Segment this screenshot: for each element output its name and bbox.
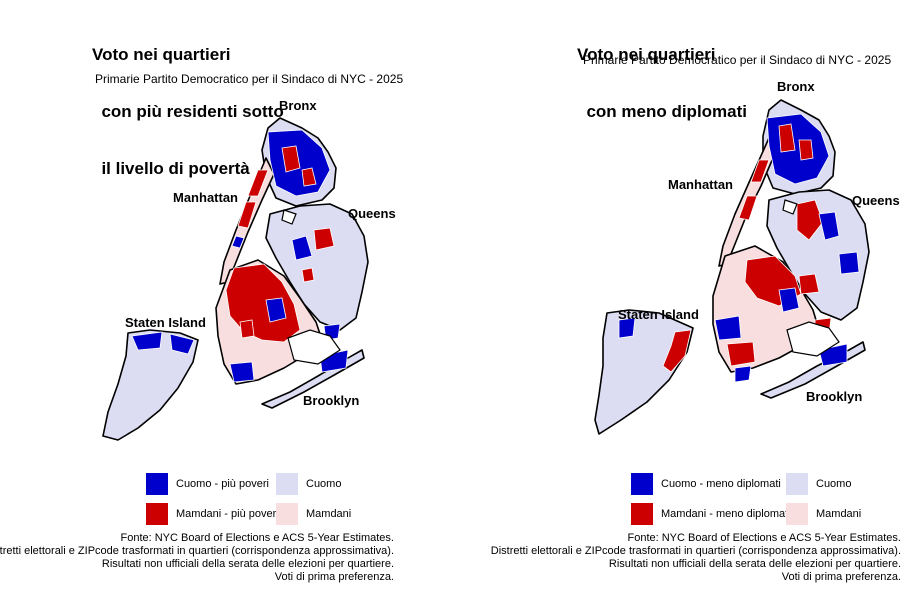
source-line: Voti di prima preferenza. bbox=[274, 571, 394, 583]
legend-label: Cuomo bbox=[816, 478, 852, 490]
swatch-mamdani-strong bbox=[631, 503, 653, 525]
legend-cuomo-strong: Cuomo - meno diplomati bbox=[631, 473, 781, 495]
title-line-1: Voto nei quartieri bbox=[577, 45, 716, 64]
poverty-map-panel: Voto nei quartieri con più residenti sot… bbox=[0, 0, 440, 600]
water-islands bbox=[782, 199, 840, 357]
label-brooklyn: Brooklyn bbox=[806, 389, 863, 404]
source-line: Voti di prima preferenza. bbox=[781, 571, 901, 583]
title-line-3: il livello di povertà bbox=[92, 159, 250, 178]
legend-label: Cuomo - più poveri bbox=[176, 478, 269, 490]
label-manhattan: Manhattan bbox=[173, 190, 238, 205]
swatch-cuomo-strong bbox=[146, 473, 168, 495]
source-line: Risultati non ufficiali della serata del… bbox=[608, 558, 901, 570]
legend-cuomo-strong: Cuomo - più poveri bbox=[146, 473, 269, 495]
label-bronx: Bronx bbox=[279, 98, 317, 113]
legend-label: Mamdani bbox=[306, 508, 352, 520]
highlighted-neighborhoods bbox=[618, 113, 860, 383]
legend-label: Mamdani bbox=[816, 508, 862, 520]
source-line: Fonte: NYC Board of Elections e ACS 5-Ye… bbox=[627, 532, 901, 544]
staten-island-shape bbox=[594, 309, 694, 435]
legend-cuomo-light: Cuomo bbox=[786, 473, 851, 495]
source-note: Fonte: NYC Board of Elections e ACS 5-Ye… bbox=[0, 532, 394, 584]
legend-label: Cuomo bbox=[306, 478, 342, 490]
title-line-1: Voto nei quartieri bbox=[92, 45, 231, 64]
source-line: Risultati non ufficiali della serata del… bbox=[101, 558, 394, 570]
title-line-2: con più residenti sotto bbox=[92, 102, 284, 121]
source-line: Fonte: NYC Board of Elections e ACS 5-Ye… bbox=[120, 532, 394, 544]
legend-label: Mamdani - più poveri bbox=[176, 508, 279, 520]
source-line: Distretti elettorali e ZIPcode trasforma… bbox=[490, 545, 901, 557]
legend-mamdani-light: Mamdani bbox=[276, 503, 351, 525]
legend-label: Mamdani - meno diplomati bbox=[661, 508, 791, 520]
swatch-mamdani-strong bbox=[146, 503, 168, 525]
swatch-cuomo-light bbox=[786, 473, 808, 495]
swatch-cuomo-light bbox=[276, 473, 298, 495]
water-islands bbox=[281, 209, 341, 365]
label-bronx: Bronx bbox=[777, 79, 815, 94]
education-map-panel: Voto nei quartieri con meno diplomati Pr… bbox=[479, 0, 919, 600]
swatch-cuomo-strong bbox=[631, 473, 653, 495]
map-title: Voto nei quartieri con più residenti sot… bbox=[92, 7, 284, 216]
source-line: Distretti elettorali e ZIPcode trasforma… bbox=[0, 545, 394, 557]
label-brooklyn: Brooklyn bbox=[303, 393, 360, 408]
legend-cuomo-light: Cuomo bbox=[276, 473, 341, 495]
swatch-mamdani-light bbox=[786, 503, 808, 525]
queens-shape bbox=[766, 189, 870, 321]
source-note: Fonte: NYC Board of Elections e ACS 5-Ye… bbox=[491, 532, 901, 584]
legend-label: Cuomo - meno diplomati bbox=[661, 478, 781, 490]
nyc-choropleth-map bbox=[102, 117, 369, 441]
label-staten-island: Staten Island bbox=[618, 307, 699, 322]
legend-mamdani-light: Mamdani bbox=[786, 503, 861, 525]
map-subtitle: Primarie Partito Democratico per il Sind… bbox=[583, 53, 892, 67]
label-manhattan: Manhattan bbox=[668, 177, 733, 192]
label-queens: Queens bbox=[348, 206, 396, 221]
map-subtitle: Primarie Partito Democratico per il Sind… bbox=[95, 72, 404, 86]
highlighted-neighborhoods bbox=[131, 129, 349, 383]
label-queens: Queens bbox=[852, 193, 900, 208]
legend-mamdani-strong: Mamdani - meno diplomati bbox=[631, 503, 791, 525]
map-title: Voto nei quartieri con meno diplomati bbox=[577, 7, 747, 159]
staten-island-shape bbox=[102, 329, 199, 441]
swatch-mamdani-light bbox=[276, 503, 298, 525]
title-line-2: con meno diplomati bbox=[577, 102, 748, 121]
queens-shape bbox=[265, 203, 369, 331]
legend-mamdani-strong: Mamdani - più poveri bbox=[146, 503, 279, 525]
nyc-choropleth-map bbox=[594, 99, 870, 435]
label-staten-island: Staten Island bbox=[125, 315, 206, 330]
